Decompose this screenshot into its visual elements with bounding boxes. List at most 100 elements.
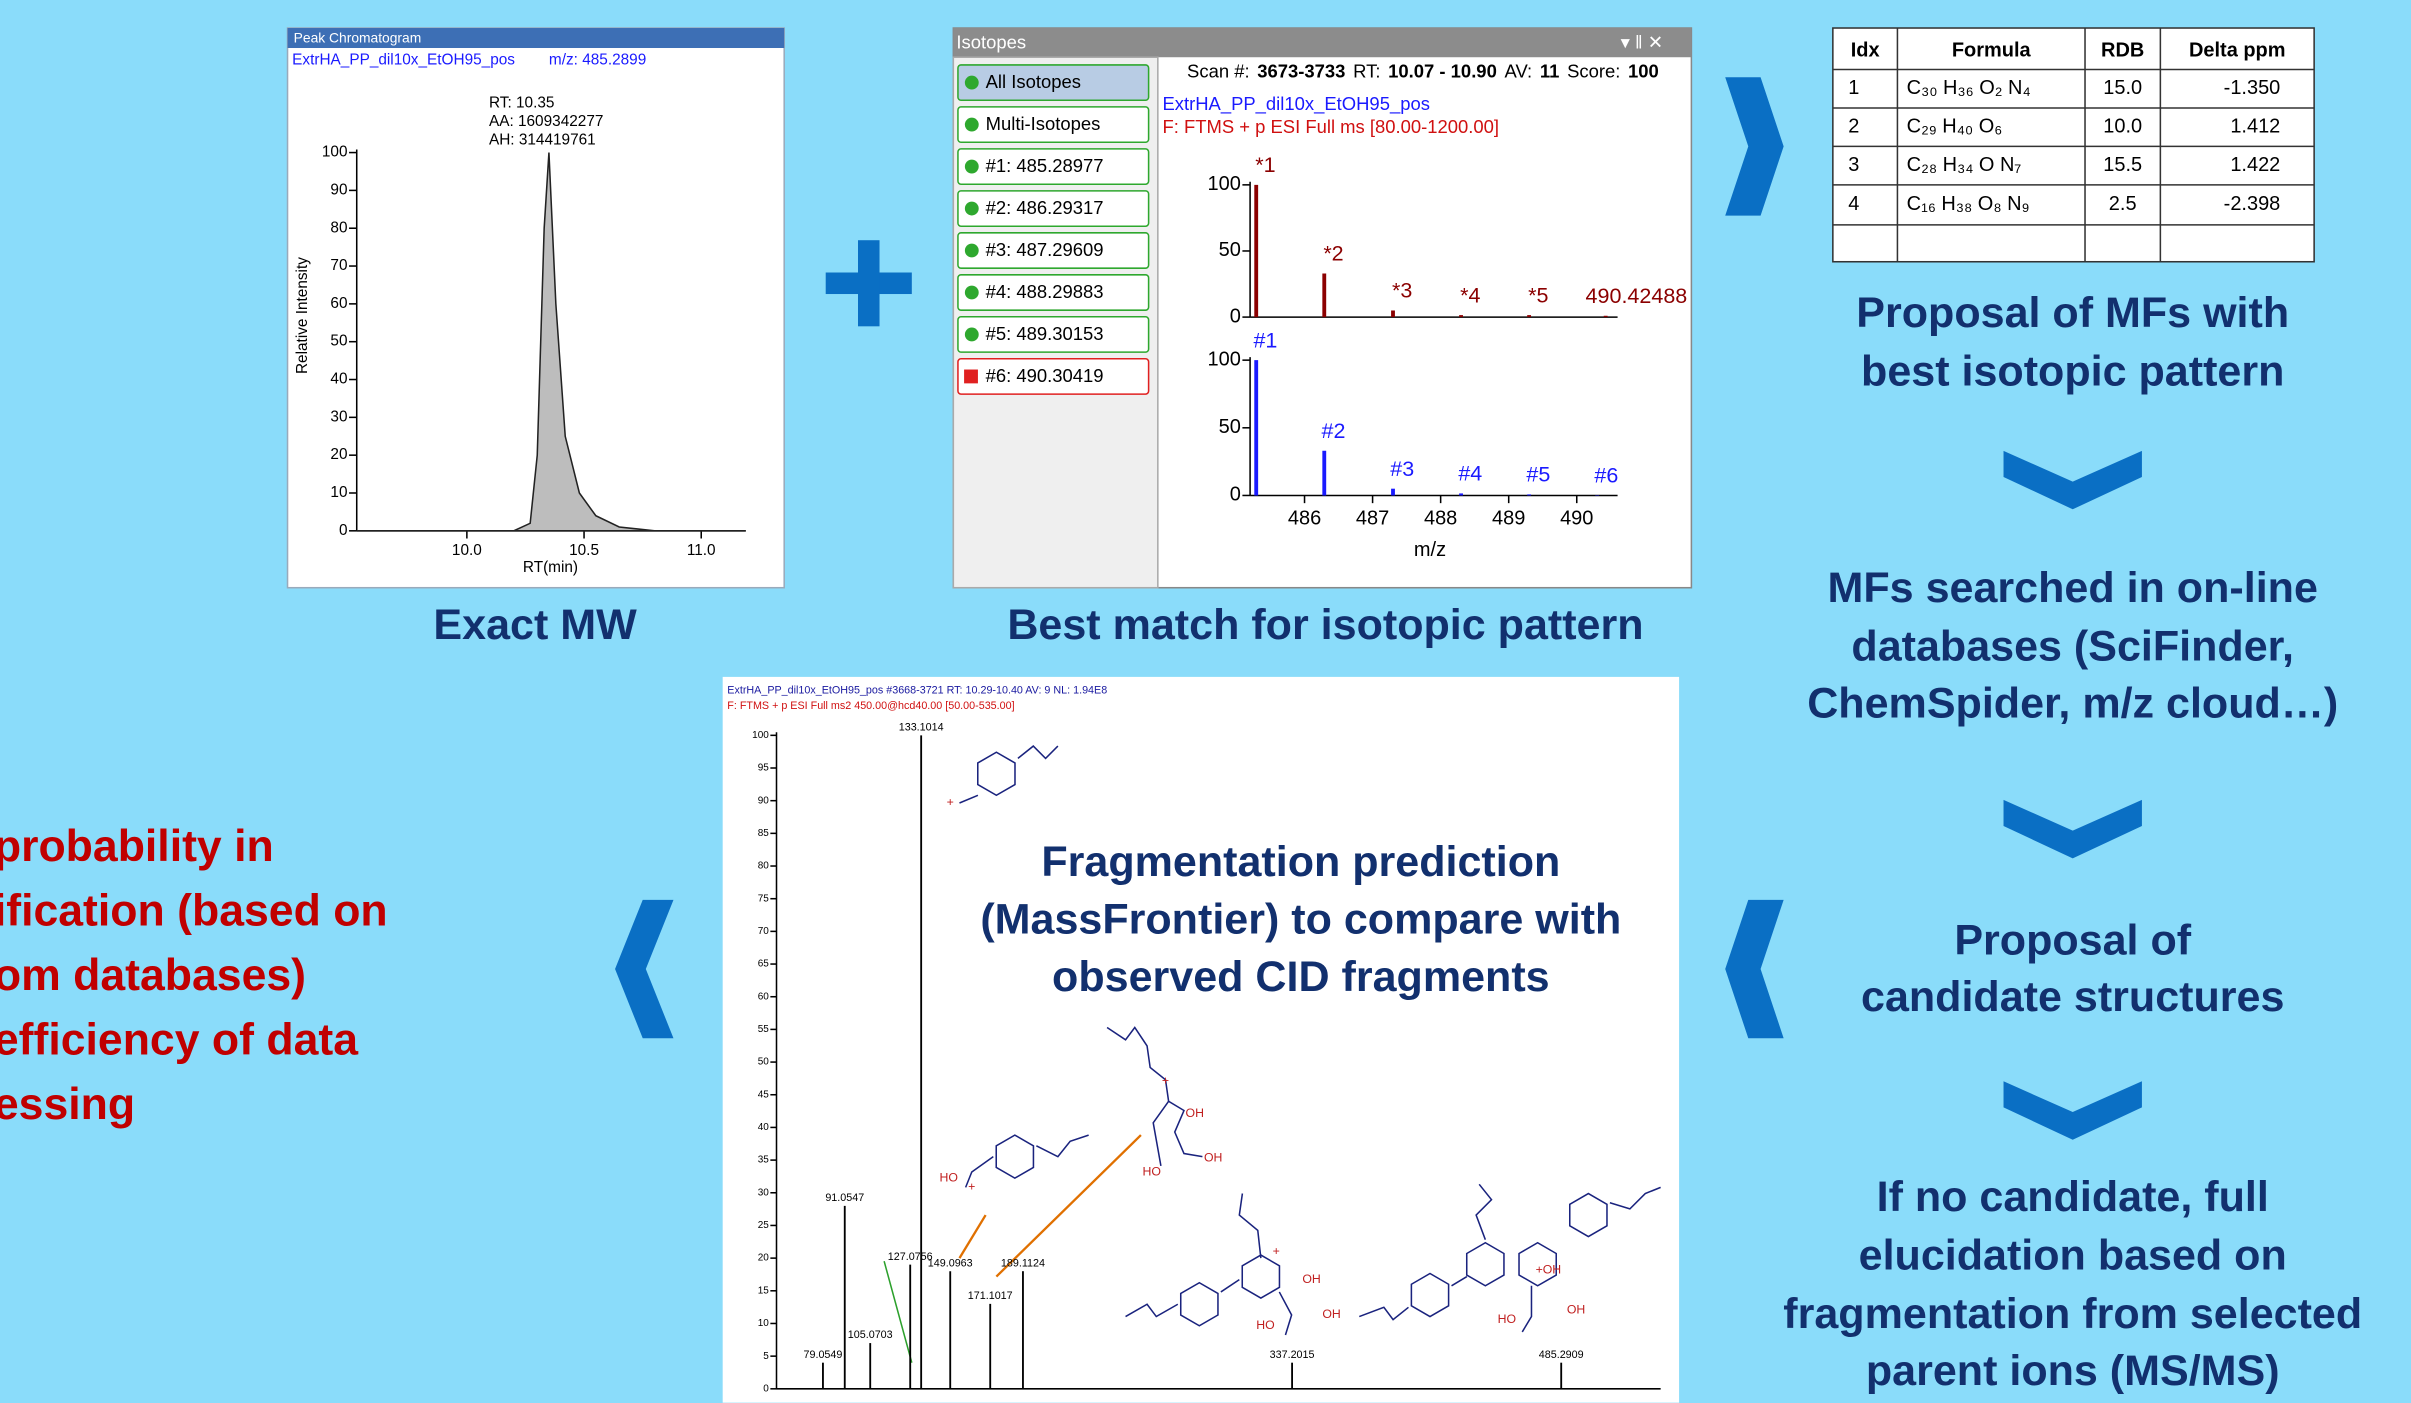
y-tick-label: 20	[330, 446, 347, 463]
peak-label: 149.0963	[928, 1257, 973, 1269]
table-cell: 10.0	[2103, 115, 2142, 137]
y-tick-label: 90	[330, 181, 347, 198]
table-header: Delta ppm	[2189, 39, 2286, 61]
isotope-label: #3: 487.29609	[986, 239, 1104, 260]
isotope-label: #2: 486.29317	[986, 197, 1104, 218]
structure-label: HO	[939, 1170, 957, 1184]
structure-label: HO	[1142, 1164, 1160, 1178]
x-tick-label: 10.0	[452, 542, 482, 559]
peak-label: 490.42488	[1586, 284, 1688, 308]
x-tick-label: 10.5	[569, 542, 599, 559]
peak-label: 79.0549	[804, 1349, 843, 1361]
x-axis-label: RT(min)	[523, 559, 578, 576]
table-cell: -2.398	[2224, 193, 2281, 215]
table-cell: -1.350	[2224, 77, 2281, 99]
conclusion-line: om databases)	[0, 951, 306, 1000]
peak-label: 171.1017	[968, 1290, 1013, 1302]
y-tick-label: 35	[758, 1155, 770, 1166]
table-cell: 15.5	[2103, 154, 2142, 176]
table-cell: 1.412	[2230, 115, 2280, 137]
page: { "chart_data": [ {"type": "area", "titl…	[0, 0, 2411, 1403]
peak-label: *1	[1255, 153, 1275, 177]
fragmentation-title: observed CID fragments	[1052, 953, 1550, 1001]
y-tick-label: 15	[758, 1285, 770, 1296]
structure-label: HO	[1498, 1312, 1516, 1326]
isotope-label: Multi-Isotopes	[986, 113, 1101, 134]
table-cell: 1.422	[2230, 154, 2280, 176]
scan-key: AV:	[1505, 60, 1533, 81]
peak-label: 105.0703	[848, 1329, 893, 1341]
table-cell: C₂₈ H₃₄ O N₇	[1907, 154, 2022, 176]
scan-key: Score:	[1567, 60, 1620, 81]
scan-info-text: Scan #:3673-3733RT:10.07 - 10.90AV:11Sco…	[1187, 60, 1659, 81]
scan-key: Scan #:	[1187, 60, 1250, 81]
plus-sign	[858, 240, 880, 326]
x-tick-label: 487	[1356, 507, 1389, 529]
spectrum-filter: F: FTMS + p ESI Full ms2 450.00@hcd40.00…	[727, 700, 1014, 712]
status-icon	[965, 76, 979, 90]
y-tick-label: 50	[1219, 239, 1241, 261]
window-title: Peak Chromatogram	[294, 29, 422, 45]
peak-label: *4	[1460, 283, 1480, 307]
y-tick-label: 40	[330, 371, 347, 388]
y-tick-label: 100	[1208, 173, 1241, 195]
y-tick-label: 85	[758, 828, 770, 839]
y-tick-label: 0	[763, 1383, 769, 1394]
y-tick-label: 10	[758, 1318, 770, 1329]
table-header: Idx	[1851, 39, 1880, 61]
y-tick-label: 55	[758, 1024, 770, 1035]
y-tick-label: 100	[322, 144, 348, 161]
isotope-label: #1: 485.28977	[986, 155, 1104, 176]
structure-label: OH	[1322, 1307, 1340, 1321]
y-tick-label: 75	[758, 893, 770, 904]
status-icon	[965, 244, 979, 258]
table-cell: 15.0	[2103, 77, 2142, 99]
peak-label: *2	[1323, 242, 1343, 266]
peak-label: #6	[1594, 463, 1618, 487]
peak-label: 189.1124	[1001, 1257, 1045, 1269]
status-icon	[965, 286, 979, 300]
annotation: AA: 1609342277	[489, 113, 603, 130]
ms2-panel	[723, 677, 1679, 1403]
flow-step: parent ions (MS/MS)	[1866, 1347, 2280, 1395]
filter: F: FTMS + p ESI Full ms [80.00-1200.00]	[1162, 116, 1499, 137]
y-tick-label: 80	[758, 861, 770, 872]
table-cell: 3	[1848, 154, 1859, 176]
peak-label: #2	[1322, 419, 1346, 443]
table-cell: C₁₆ H₃₈ O₈ N₉	[1907, 193, 2030, 215]
y-tick-label: 30	[330, 408, 347, 425]
caption: Best match for isotopic pattern	[1007, 601, 1643, 649]
structure-label: HO	[1256, 1318, 1274, 1332]
y-tick-label: 25	[758, 1220, 770, 1231]
structure-label: OH	[1567, 1303, 1585, 1317]
peak-label: *5	[1528, 283, 1548, 307]
flow-step: candidate structures	[1861, 973, 2284, 1021]
x-tick-label: 490	[1560, 507, 1593, 529]
peak-label: #4	[1458, 462, 1482, 486]
y-tick-label: 30	[758, 1187, 770, 1198]
fragmentation-title: Fragmentation prediction	[1041, 838, 1560, 886]
flow-step: best isotopic pattern	[1861, 347, 2284, 395]
table-cell: 2.5	[2109, 193, 2137, 215]
slide: Peak Chromatogram ExtrHA_PP_dil10x_EtOH9…	[0, 0, 2411, 1403]
flow-step: Proposal of MFs with	[1856, 289, 2289, 337]
y-tick-label: 10	[330, 484, 347, 501]
isotope-label: #6: 490.30419	[986, 365, 1104, 386]
y-tick-label: 45	[758, 1089, 770, 1100]
scan-value: 11	[1540, 60, 1560, 81]
caption: Exact MW	[433, 601, 637, 649]
y-tick-label: 65	[758, 959, 770, 970]
structure-label: +	[968, 1180, 975, 1194]
conclusion-line: probability in	[0, 822, 274, 871]
peak-label: *3	[1392, 279, 1412, 303]
window-controls[interactable]: ▾ ‖ ✕	[1621, 31, 1664, 52]
y-tick-label: 100	[1208, 348, 1241, 370]
flow-step: If no candidate, full	[1877, 1173, 2269, 1221]
y-tick-label: 50	[1219, 416, 1241, 438]
table	[1833, 28, 2314, 262]
y-tick-label: 100	[752, 730, 769, 741]
annotation: RT: 10.35	[489, 94, 554, 111]
status-icon	[965, 328, 979, 342]
x-tick-label: 488	[1424, 507, 1457, 529]
x-tick-label: 486	[1288, 507, 1321, 529]
